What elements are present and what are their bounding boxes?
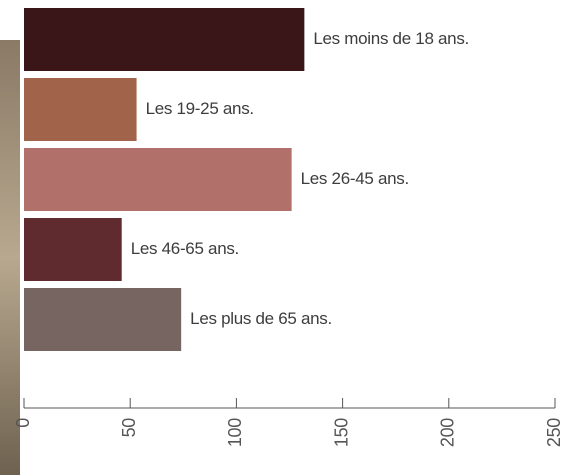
bar-label: Les 46-65 ans. — [131, 239, 239, 258]
x-tick-label: 100 — [225, 418, 245, 447]
bar — [24, 8, 304, 71]
bar — [24, 78, 137, 141]
x-tick-label: 250 — [544, 418, 564, 447]
x-tick-label: 50 — [119, 418, 139, 438]
bar — [24, 148, 292, 211]
x-tick-label: 0 — [13, 418, 33, 428]
chart: Les moins de 18 ans. Les 19-25 ans. Les 26… — [0, 0, 568, 475]
bar-label: Les plus de 65 ans. — [190, 309, 332, 328]
background-photo — [0, 40, 20, 475]
x-tick-label: 200 — [438, 418, 458, 447]
bar-label: Les 26-45 ans. — [301, 169, 409, 188]
x-tick-label: 150 — [331, 418, 351, 447]
bar — [24, 218, 122, 281]
bar — [24, 288, 181, 351]
bar-label: Les 19-25 ans. — [146, 99, 254, 118]
bar-label: Les moins de 18 ans. — [313, 29, 469, 48]
